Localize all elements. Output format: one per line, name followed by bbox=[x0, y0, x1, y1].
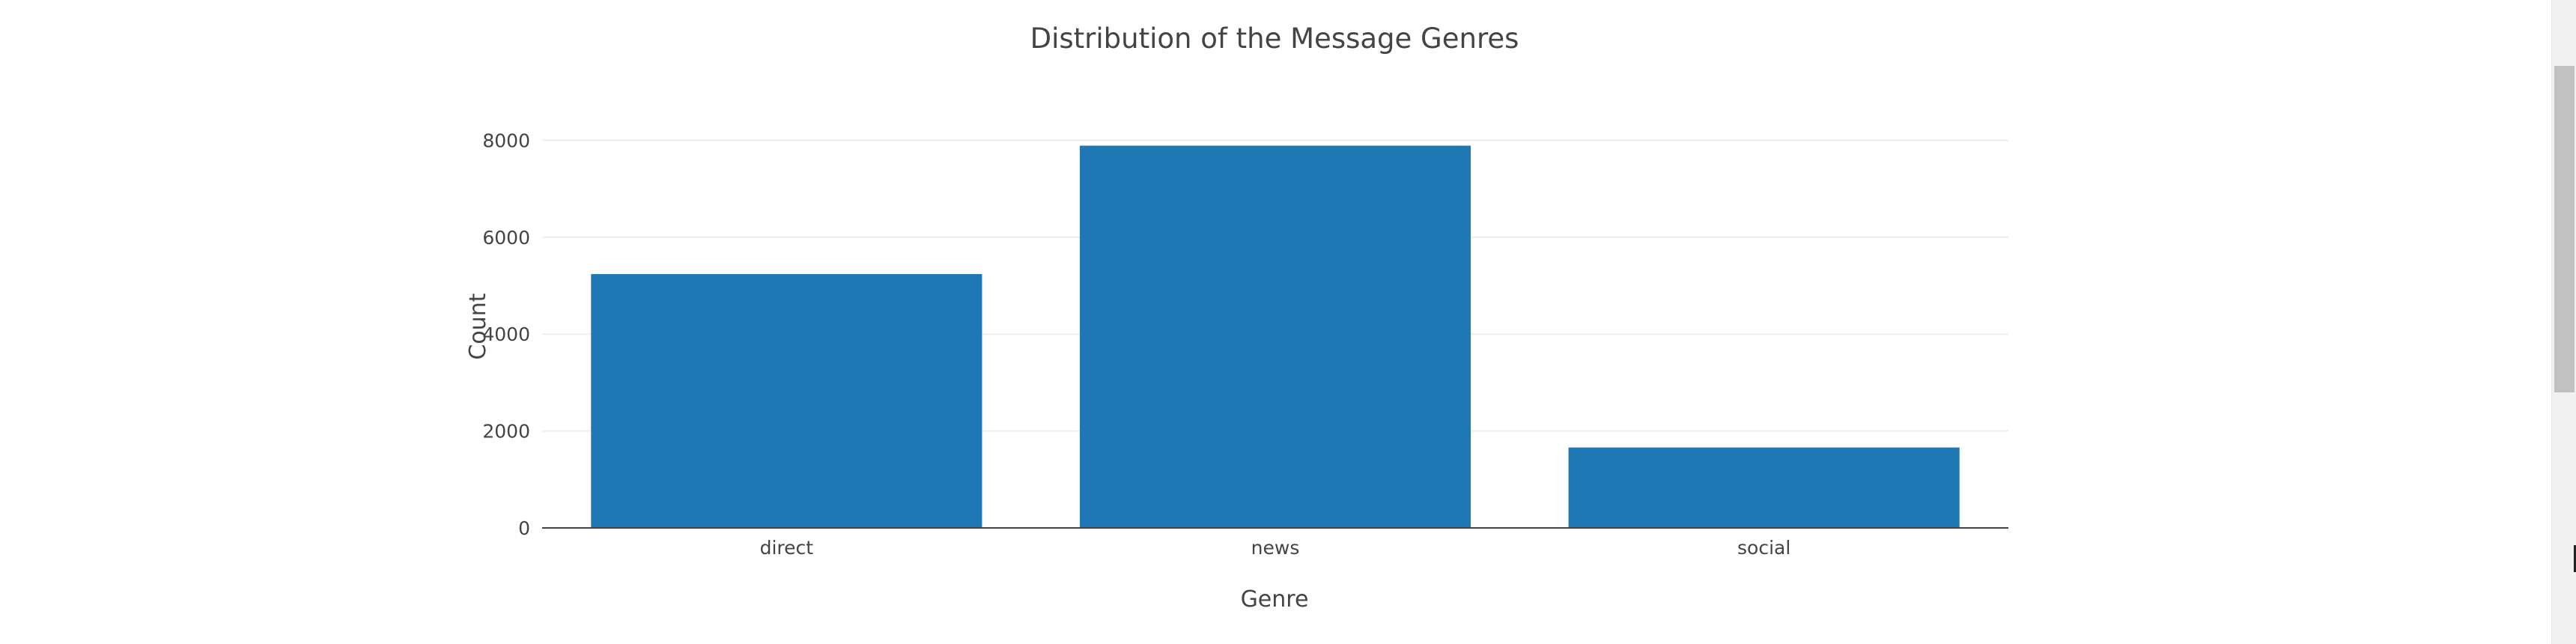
bars bbox=[591, 145, 1960, 529]
x-tick-label: social bbox=[1737, 537, 1790, 559]
bar-social[interactable] bbox=[1568, 447, 1960, 528]
y-tick-label: 0 bbox=[518, 517, 530, 539]
x-tick-label: news bbox=[1251, 537, 1300, 559]
y-axis-title: Count bbox=[465, 293, 491, 359]
y-tick-label: 6000 bbox=[482, 227, 530, 249]
y-tick-label: 8000 bbox=[482, 130, 530, 151]
bar-direct[interactable] bbox=[591, 273, 982, 528]
x-tick-label: direct bbox=[760, 537, 814, 559]
y-tick-labels: 0 2000 4000 6000 8000 bbox=[482, 130, 530, 539]
y-tick-label: 2000 bbox=[482, 421, 530, 443]
y-tick-label: 4000 bbox=[482, 323, 530, 345]
vertical-scrollbar[interactable] bbox=[2551, 0, 2576, 644]
text-cursor-icon bbox=[2574, 545, 2576, 572]
chart-title: Distribution of the Message Genres bbox=[1030, 22, 1519, 55]
bar-news[interactable] bbox=[1079, 145, 1471, 529]
scrollbar-thumb[interactable] bbox=[2554, 66, 2575, 392]
x-tick-labels: direct news social bbox=[760, 537, 1791, 559]
x-axis-title: Genre bbox=[1241, 586, 1309, 613]
